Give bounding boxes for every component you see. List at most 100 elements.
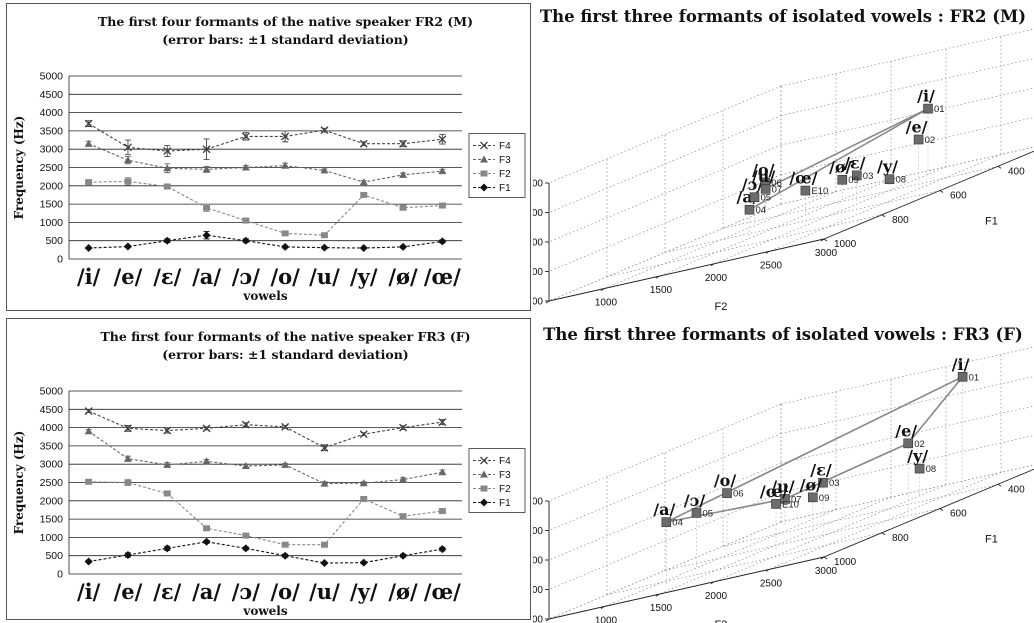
f3-tick-label: 2500 [533, 585, 543, 596]
y-tick-label: 1500 [40, 199, 64, 211]
data-point [399, 170, 408, 178]
chart-canvas: The first four formants of the native sp… [12, 14, 526, 303]
gridline [780, 376, 1034, 434]
data-point [241, 132, 250, 141]
x-tick-label: /œ/ [424, 579, 461, 604]
data-point [163, 183, 171, 190]
point-id-label: 03 [863, 171, 874, 182]
tick-mark [939, 508, 944, 511]
data-point [202, 145, 211, 154]
data-point [163, 164, 172, 172]
tick-mark [765, 251, 770, 254]
data-point [480, 498, 488, 507]
data-point [438, 508, 446, 515]
data-point [123, 424, 132, 433]
data-point [691, 508, 702, 518]
gridline [606, 214, 883, 278]
fr3-3d-scatter-chart: The first three formants of isolated vow… [533, 318, 1034, 623]
x-tick-label: /ɛ/ [153, 264, 181, 289]
tick-mark [655, 593, 660, 597]
series-line [88, 123, 443, 152]
legend-label: F1 [499, 498, 511, 509]
data-point [281, 541, 289, 548]
data-point [281, 422, 290, 431]
point-id-label: 07 [791, 494, 802, 505]
fr2-3d-scatter-chart: The first three formants of isolated vow… [533, 0, 1034, 311]
data-point [320, 479, 329, 487]
point-id-label: 03 [829, 478, 840, 489]
gridline [780, 28, 1034, 87]
data-point [744, 204, 755, 215]
point-vowel-label: /o/ [714, 471, 737, 490]
data-point [780, 494, 790, 504]
x-tick-label: /u/ [309, 264, 340, 289]
data-point [480, 155, 488, 163]
y-tick-label: 4500 [40, 89, 64, 101]
data-point [749, 192, 760, 203]
f3-tick-label: 2000 [533, 297, 543, 308]
point-vowel-label: /œ/ [789, 169, 817, 188]
x-tick-label: /ɔ/ [232, 264, 260, 289]
legend-box [468, 133, 526, 198]
gridline [664, 508, 941, 571]
axis-f2 [548, 238, 825, 302]
data-point [281, 132, 290, 141]
series-line [88, 143, 443, 183]
y-tick-label: 5000 [40, 71, 64, 83]
data-point [359, 430, 368, 439]
tick-mark [710, 581, 715, 585]
data-point [203, 525, 211, 532]
f1-axis-label: F1 [985, 534, 998, 546]
data-point [202, 424, 211, 433]
gridline [722, 165, 999, 229]
series-line [88, 481, 443, 546]
point-id-label: 04 [672, 518, 683, 529]
data-point [163, 426, 172, 435]
data-point [281, 242, 290, 251]
y-tick-label: 2500 [40, 162, 64, 174]
data-point [914, 463, 925, 474]
f2-tick-label: 1500 [650, 285, 673, 296]
data-point [359, 479, 368, 487]
x-tick-label: /i/ [77, 579, 101, 604]
data-point [399, 204, 407, 211]
data-point [800, 185, 811, 196]
data-point [438, 545, 447, 554]
y-tick-label: 0 [57, 254, 63, 266]
series-line [88, 541, 443, 564]
data-point [202, 165, 211, 173]
data-point [760, 184, 771, 194]
y-tick-label: 4500 [40, 404, 64, 416]
y-tick-label: 2000 [40, 180, 64, 192]
vowel-triangle-line [907, 376, 964, 444]
f1-tick-label: 600 [950, 509, 967, 520]
data-point [242, 532, 250, 539]
f3-tick-label: 4000 [533, 179, 543, 190]
f2-tick-label: 1500 [650, 603, 673, 614]
point-id-label: 06 [771, 178, 782, 189]
data-point [163, 236, 172, 245]
data-point [320, 166, 329, 174]
data-point [661, 517, 672, 527]
data-point [85, 478, 93, 485]
tick-mark [881, 532, 886, 536]
data-point [241, 163, 250, 171]
x-tick-label: /i/ [77, 264, 101, 289]
f2-tick-label: 1000 [595, 298, 618, 309]
data-point [124, 479, 132, 486]
data-point [399, 423, 408, 432]
data-point [480, 183, 488, 192]
point-id-label: 02 [925, 135, 936, 146]
chart-canvas: The first three formants of isolated vow… [533, 7, 1034, 311]
tick-mark [710, 263, 715, 267]
chart-title: The first four formants of the native sp… [98, 14, 473, 29]
point-vowel-label: /a/ [653, 500, 675, 519]
x-tick-label: /o/ [270, 264, 300, 289]
f2-tick-label: 2500 [760, 260, 783, 271]
y-tick-label: 5000 [40, 386, 64, 398]
tick-mark [997, 483, 1002, 487]
f1-tick-label: 400 [1008, 166, 1025, 177]
point-id-label: E10 [811, 186, 828, 197]
data-point [722, 488, 732, 498]
x-tick-label: /a/ [192, 579, 221, 604]
